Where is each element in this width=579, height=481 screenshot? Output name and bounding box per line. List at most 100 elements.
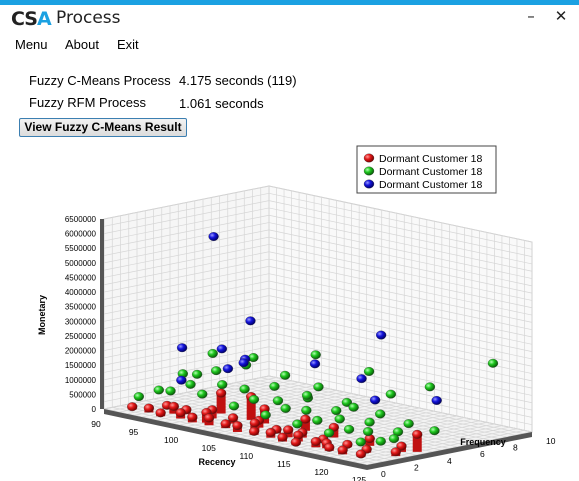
chart-points	[127, 232, 499, 459]
grid-line	[359, 430, 525, 464]
grid-line	[268, 258, 533, 316]
data-point	[215, 388, 227, 398]
monetary-tick-label: 500000	[69, 390, 96, 399]
logo-accent: A	[36, 8, 52, 30]
data-point	[155, 408, 166, 418]
data-point	[239, 384, 250, 394]
grid-line	[268, 368, 533, 426]
data-point	[143, 403, 155, 413]
frequency-tick-label: 6	[480, 449, 485, 459]
grid-line	[268, 309, 533, 367]
monetary-tick-label: 2000000	[65, 347, 97, 356]
data-point	[375, 436, 386, 446]
data-point	[390, 447, 401, 457]
monetary-tick-label: 0	[92, 405, 97, 414]
grid-line	[276, 412, 442, 447]
data-point	[127, 402, 138, 412]
data-point	[348, 402, 359, 412]
chart-axes: 0 500000 1000000 1500000 2000000 2500000 30000…	[37, 215, 556, 481]
data-point	[272, 396, 284, 406]
menu-item-menu[interactable]: Menu	[15, 37, 48, 52]
legend-marker	[363, 166, 375, 176]
data-point	[191, 369, 203, 379]
data-point	[238, 358, 249, 368]
grid-line	[111, 377, 277, 411]
rfm-process-label: Fuzzy RFM Process	[29, 95, 147, 110]
monetary-axis-label: Monetary	[37, 295, 47, 335]
menu-item-exit[interactable]: Exit	[117, 37, 139, 52]
data-point	[227, 413, 239, 423]
grid-line	[268, 185, 533, 243]
legend-box	[356, 145, 497, 194]
data-point	[168, 401, 179, 411]
fcm-process-label: Fuzzy C-Means Process	[29, 73, 171, 88]
data-point	[356, 374, 367, 384]
grid-line	[112, 407, 376, 464]
grid-line	[268, 280, 533, 338]
data-point	[216, 344, 228, 354]
data-point	[248, 394, 260, 404]
grid-line	[268, 302, 533, 360]
data-point	[269, 381, 280, 391]
grid-line	[306, 418, 472, 453]
data-point	[396, 441, 407, 451]
data-point	[388, 434, 400, 444]
monetary-tick-label: 1500000	[65, 361, 97, 370]
frequency-tick-label: 10	[546, 436, 556, 446]
grid-line	[268, 236, 533, 294]
grid-line	[268, 207, 533, 265]
view-fcm-result-button[interactable]: View Fuzzy C-Means Result	[19, 118, 187, 137]
data-point	[283, 425, 294, 435]
data-point	[217, 380, 228, 390]
data-point	[153, 385, 164, 395]
data-point	[175, 408, 186, 418]
close-button[interactable]: ✕	[554, 7, 568, 25]
grid-line	[268, 266, 533, 323]
data-point	[290, 437, 302, 447]
frequency-tick-label: 4	[447, 456, 452, 466]
data-point	[341, 397, 353, 407]
data-point	[355, 449, 367, 459]
grid-line	[268, 339, 533, 396]
legend-entry: Dormant Customer 18	[379, 179, 482, 191]
data-point	[260, 410, 271, 420]
minimize-button[interactable]: –	[527, 7, 535, 25]
data-point	[197, 389, 208, 399]
frequency-tick-label: 2	[414, 462, 419, 472]
grid-line	[252, 378, 516, 436]
data-point	[245, 316, 256, 326]
data-point	[310, 437, 322, 446]
data-point	[331, 406, 342, 415]
data-point	[208, 232, 219, 241]
data-point	[309, 359, 321, 369]
data-point	[207, 348, 218, 358]
data-point	[248, 426, 260, 436]
menu-item-about[interactable]: About	[65, 37, 99, 52]
recency-tick-label: 105	[202, 443, 216, 453]
data-point	[292, 419, 303, 429]
recency-tick-label: 110	[240, 451, 254, 461]
legend-entry: Dormant Customer 18	[379, 166, 482, 178]
recency-tick-label: 115	[277, 459, 291, 469]
data-point	[228, 401, 240, 411]
monetary-tick-label: 5000000	[65, 259, 97, 268]
grid-line	[321, 422, 487, 456]
grid-line	[268, 229, 533, 287]
data-point	[265, 427, 276, 437]
data-bar	[216, 393, 226, 414]
monetary-tick-label: 4000000	[65, 288, 97, 297]
data-point	[222, 364, 234, 374]
monetary-tick-label: 6500000	[65, 215, 97, 224]
recency-axis-label: Recency	[198, 457, 235, 467]
grid-line	[268, 375, 533, 433]
data-point	[385, 389, 397, 399]
data-point	[280, 403, 291, 413]
recency-tick-label: 125	[352, 475, 366, 481]
data-point	[375, 330, 387, 340]
monetary-tick-label: 4500000	[65, 273, 97, 282]
data-point	[375, 409, 386, 419]
grid-line	[268, 222, 533, 279]
data-point	[363, 367, 375, 376]
data-point	[431, 396, 442, 405]
